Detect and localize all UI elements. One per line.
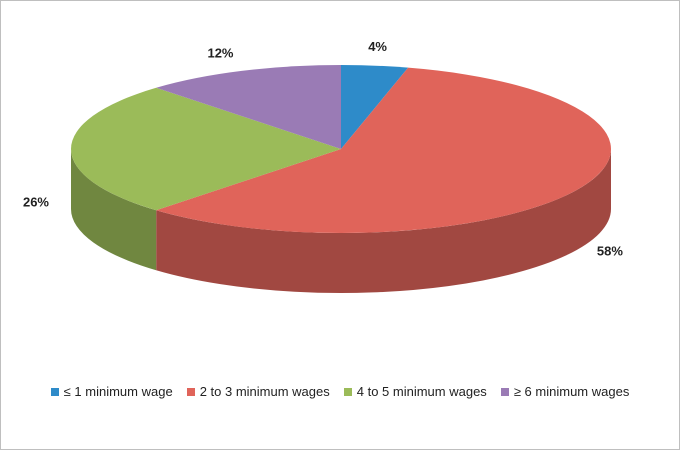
pie-side <box>70 149 157 271</box>
data-label: 4% <box>368 39 387 54</box>
pie-slice <box>70 87 341 211</box>
pie-area: 4% 58% 26% 12% <box>23 39 623 293</box>
legend-item: 2 to 3 minimum wages <box>186 384 330 399</box>
legend-swatch <box>343 387 352 396</box>
legend-swatch <box>500 387 509 396</box>
pie-side <box>156 149 611 293</box>
pie-slice <box>341 65 409 149</box>
legend-label: ≤ 1 minimum wage <box>63 384 173 399</box>
legend-item: ≤ 1 minimum wage <box>50 384 173 399</box>
data-label: 26% <box>23 194 49 209</box>
legend-swatch <box>186 387 195 396</box>
data-label: 12% <box>207 46 233 61</box>
legend-label: ≥ 6 minimum wages <box>513 384 630 399</box>
pie-slice <box>156 65 341 149</box>
pie-slice <box>156 67 611 234</box>
legend-item: ≥ 6 minimum wages <box>500 384 630 399</box>
legend-swatch <box>50 387 59 396</box>
data-label: 58% <box>597 244 623 259</box>
legend-item: 4 to 5 minimum wages <box>343 384 487 399</box>
legend-label: 4 to 5 minimum wages <box>356 384 487 399</box>
legend: ≤ 1 minimum wage 2 to 3 minimum wages 4 to… <box>1 384 679 399</box>
legend-label: 2 to 3 minimum wages <box>199 384 330 399</box>
